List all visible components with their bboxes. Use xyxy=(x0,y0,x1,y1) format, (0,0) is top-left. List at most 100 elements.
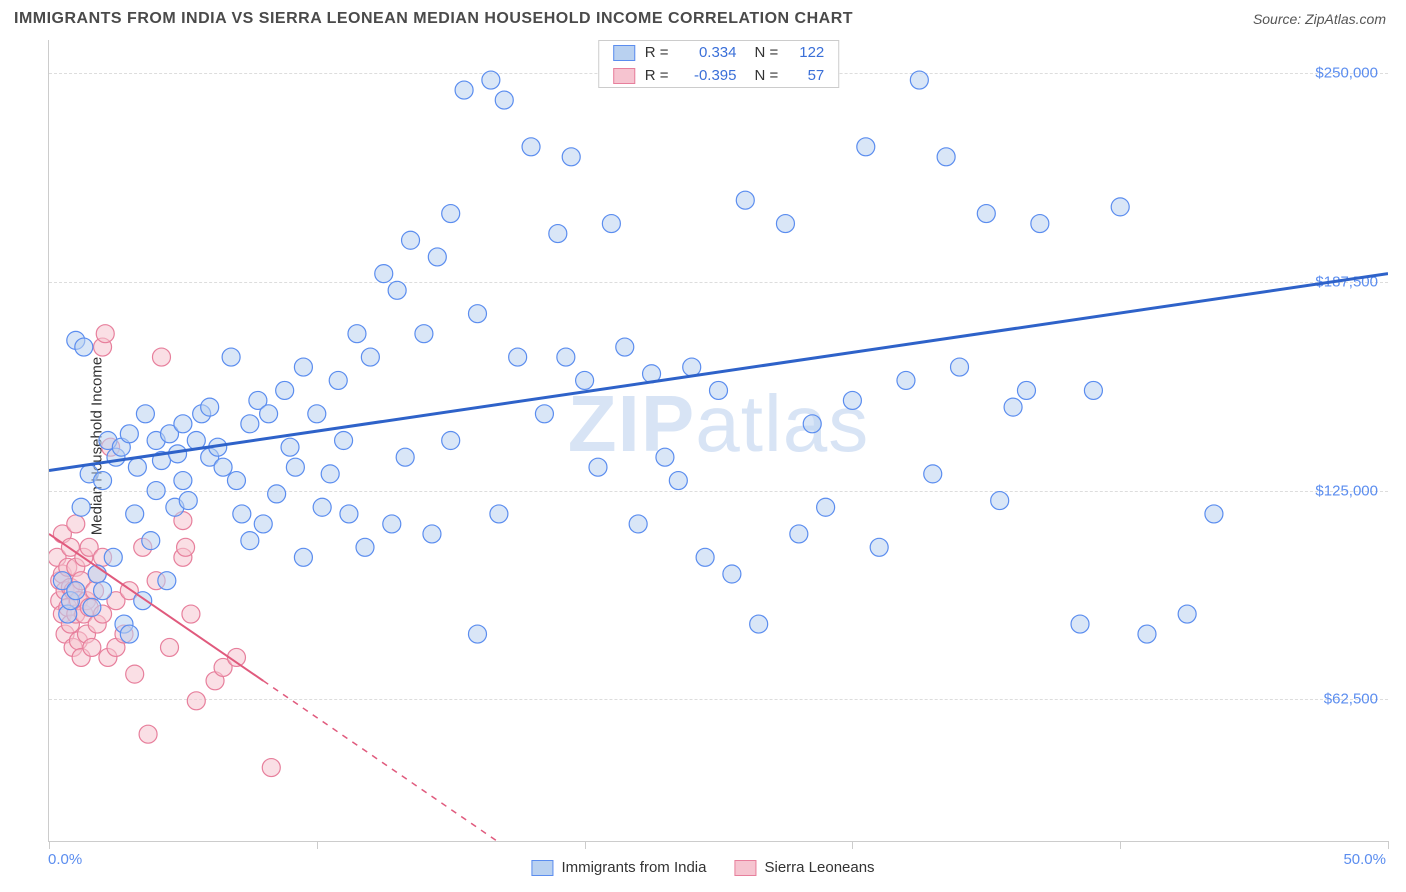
blue-point xyxy=(72,498,90,516)
pink-point xyxy=(262,759,280,777)
x-tick xyxy=(585,841,586,849)
blue-point xyxy=(468,625,486,643)
blue-point xyxy=(482,71,500,89)
series-legend-item: Immigrants from India xyxy=(531,859,706,876)
series-legend-label: Sierra Leoneans xyxy=(764,859,874,876)
legend-swatch xyxy=(613,45,635,61)
blue-point xyxy=(335,432,353,450)
blue-point xyxy=(201,398,219,416)
blue-point xyxy=(227,472,245,490)
blue-point xyxy=(991,492,1009,510)
blue-point xyxy=(423,525,441,543)
blue-point xyxy=(1205,505,1223,523)
correlation-legend: R =0.334N =122R =-0.395N =57 xyxy=(598,40,840,88)
blue-point xyxy=(174,415,192,433)
legend-swatch xyxy=(613,68,635,84)
chart-plot-area: ZIPatlas R =0.334N =122R =-0.395N =57 $6… xyxy=(48,40,1388,842)
blue-point xyxy=(174,472,192,490)
blue-point xyxy=(937,148,955,166)
blue-point xyxy=(602,215,620,233)
r-label: R = xyxy=(645,44,669,61)
blue-point xyxy=(495,91,513,109)
blue-point xyxy=(1017,381,1035,399)
r-label: R = xyxy=(645,67,669,84)
blue-point xyxy=(286,458,304,476)
blue-point xyxy=(557,348,575,366)
x-axis-min-label: 0.0% xyxy=(48,851,82,868)
blue-point xyxy=(1111,198,1129,216)
blue-point xyxy=(128,458,146,476)
x-tick xyxy=(49,841,50,849)
blue-point xyxy=(241,532,259,550)
blue-point xyxy=(736,191,754,209)
blue-point xyxy=(276,381,294,399)
blue-point xyxy=(1178,605,1196,623)
blue-point xyxy=(136,405,154,423)
r-value: -0.395 xyxy=(679,67,737,84)
blue-point xyxy=(549,225,567,243)
blue-point xyxy=(696,548,714,566)
blue-point xyxy=(776,215,794,233)
pink-point xyxy=(126,665,144,683)
r-value: 0.334 xyxy=(679,44,737,61)
blue-point xyxy=(442,205,460,223)
blue-point xyxy=(158,572,176,590)
blue-point xyxy=(321,465,339,483)
blue-point xyxy=(120,425,138,443)
legend-swatch xyxy=(734,860,756,876)
pink-point xyxy=(161,638,179,656)
blue-point xyxy=(313,498,331,516)
blue-point xyxy=(222,348,240,366)
blue-point xyxy=(535,405,553,423)
blue-point xyxy=(857,138,875,156)
scatter-svg xyxy=(49,40,1388,841)
n-label: N = xyxy=(755,44,779,61)
blue-point xyxy=(383,515,401,533)
blue-point xyxy=(126,505,144,523)
series-legend: Immigrants from India Sierra Leoneans xyxy=(531,859,874,876)
blue-point xyxy=(843,391,861,409)
blue-point xyxy=(254,515,272,533)
blue-point xyxy=(396,448,414,466)
legend-swatch xyxy=(531,860,553,876)
blue-point xyxy=(468,305,486,323)
pink-point xyxy=(83,638,101,656)
blue-point xyxy=(348,325,366,343)
blue-point xyxy=(562,148,580,166)
blue-point xyxy=(790,525,808,543)
x-tick xyxy=(1388,841,1389,849)
blue-point xyxy=(1071,615,1089,633)
blue-point xyxy=(241,415,259,433)
blue-point xyxy=(1138,625,1156,643)
blue-point xyxy=(402,231,420,249)
blue-point xyxy=(509,348,527,366)
blue-point xyxy=(870,538,888,556)
blue-point xyxy=(629,515,647,533)
blue-point xyxy=(104,548,122,566)
blue-point xyxy=(442,432,460,450)
blue-point xyxy=(576,371,594,389)
pink-point xyxy=(187,692,205,710)
blue-point xyxy=(616,338,634,356)
blue-point xyxy=(375,265,393,283)
blue-point xyxy=(67,582,85,600)
blue-point xyxy=(683,358,701,376)
pink-point xyxy=(67,515,85,533)
pink-point xyxy=(152,348,170,366)
blue-point xyxy=(522,138,540,156)
blue-point xyxy=(589,458,607,476)
x-axis-max-label: 50.0% xyxy=(1343,851,1386,868)
blue-point xyxy=(455,81,473,99)
blue-point xyxy=(340,505,358,523)
blue-point xyxy=(361,348,379,366)
x-tick xyxy=(1120,841,1121,849)
blue-point xyxy=(1004,398,1022,416)
n-value: 122 xyxy=(788,44,824,61)
blue-point xyxy=(817,498,835,516)
source-label: Source: ZipAtlas.com xyxy=(1253,11,1386,27)
blue-point xyxy=(1084,381,1102,399)
x-tick xyxy=(317,841,318,849)
blue-point xyxy=(142,532,160,550)
blue-point xyxy=(924,465,942,483)
blue-point xyxy=(75,338,93,356)
